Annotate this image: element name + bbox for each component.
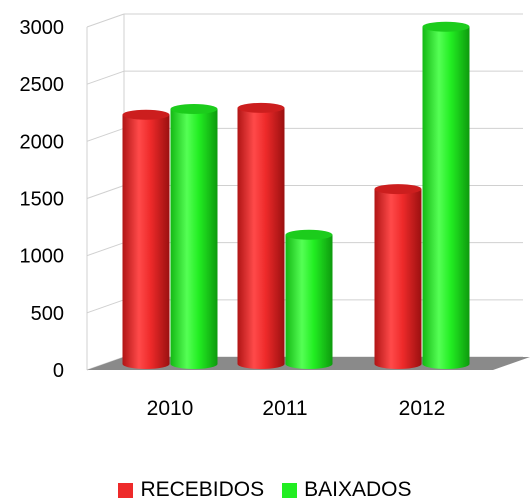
bar-recebidos-2012 xyxy=(374,189,422,369)
y-tick-label: 500 xyxy=(31,303,64,325)
x-tick-label: 2012 xyxy=(399,397,446,420)
bar-top-baixados-2012 xyxy=(422,21,470,32)
x-tick-label: 2011 xyxy=(262,397,307,420)
y-tick-label: 3000 xyxy=(20,17,65,39)
x-tick-label: 2010 xyxy=(147,397,194,420)
legend: RECEBIDOS BAIXADOS xyxy=(0,478,530,502)
legend-item-baixados: BAIXADOS xyxy=(282,478,412,502)
x-axis-ticks: 2010 2011 2012 xyxy=(147,397,446,420)
legend-item-recebidos: RECEBIDOS xyxy=(118,478,264,502)
grid-line-side xyxy=(86,13,125,28)
bar-baixados-2011 xyxy=(285,234,333,369)
y-tick-label: 1500 xyxy=(20,189,65,211)
legend-label-recebidos: RECEBIDOS xyxy=(140,478,265,501)
bar-recebidos-2011 xyxy=(237,107,285,369)
bars xyxy=(122,21,470,370)
grid-line-side xyxy=(86,185,125,199)
grid-line-side xyxy=(86,299,125,314)
y-tick-label: 1000 xyxy=(20,246,65,268)
bar-top-recebidos-2012 xyxy=(374,184,422,195)
bar-top-recebidos-2010 xyxy=(122,109,170,120)
bar-recebidos-2010 xyxy=(122,114,170,370)
bar-top-recebidos-2011 xyxy=(237,102,285,113)
grid-line-side xyxy=(86,127,125,142)
y-axis-ticks: 0 500 1000 1500 2000 2500 3000 xyxy=(20,17,65,382)
y-tick-label: 2000 xyxy=(20,131,65,153)
bar-top-baixados-2011 xyxy=(285,229,333,240)
y-tick-label: 0 xyxy=(53,360,64,382)
bar-top-baixados-2010 xyxy=(170,104,218,115)
grid-line-side xyxy=(86,242,125,257)
bar-baixados-2010 xyxy=(170,109,218,369)
legend-swatch-recebidos xyxy=(118,482,134,498)
bar-baixados-2012 xyxy=(422,26,470,369)
legend-label-baixados: BAIXADOS xyxy=(304,478,412,501)
grid-line-side xyxy=(86,70,125,85)
legend-swatch-baixados xyxy=(282,482,298,498)
y-tick-label: 2500 xyxy=(20,74,65,96)
chart-canvas: 0 500 1000 1500 2000 2500 3000 2010 2011 2012 xyxy=(20,13,530,420)
